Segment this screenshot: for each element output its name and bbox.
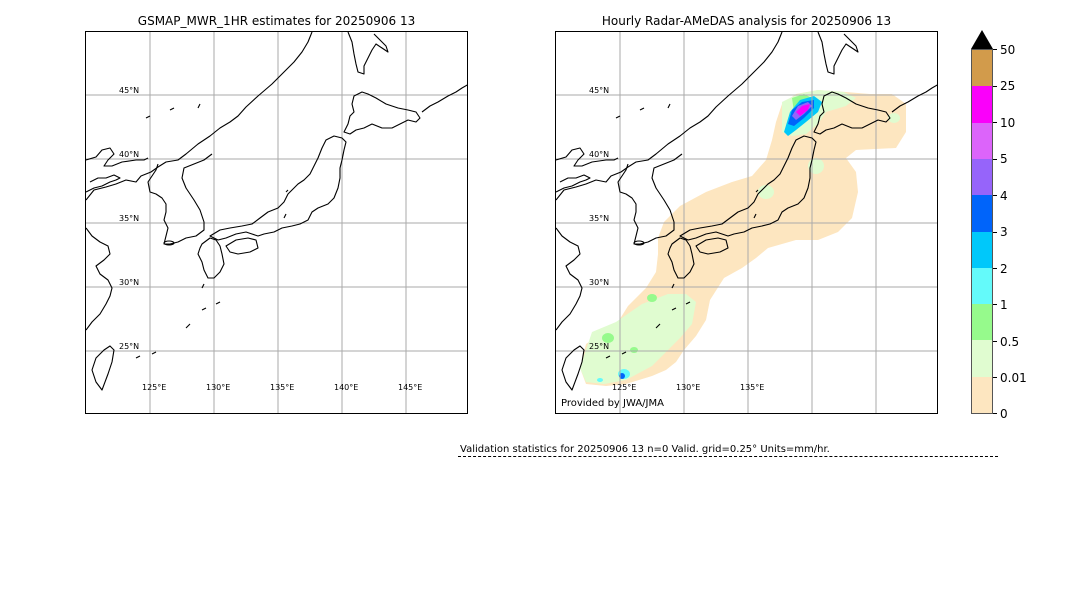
lon-label-125: 125°E <box>142 383 167 392</box>
coastlines <box>86 32 467 391</box>
left-map-title: GSMAP_MWR_1HR estimates for 20250906 13 <box>137 14 416 28</box>
colorbar-seg-6 <box>972 158 992 196</box>
colorbar-tick <box>993 341 997 342</box>
colorbar-label-0.5: 0.5 <box>1000 335 1020 349</box>
colorbar-label-5: 5 <box>1000 152 1008 166</box>
colorbar-seg-8 <box>972 86 992 123</box>
lon-label-130: 130°E <box>206 383 231 392</box>
coastlines <box>556 32 937 391</box>
lon-label-135: 135°E <box>740 383 765 392</box>
colorbar-label-10: 10 <box>1000 116 1016 130</box>
colorbar-tick <box>993 304 997 305</box>
validation-statistics: Validation statistics for 20250906 13 n=… <box>458 444 998 457</box>
colorbar-tick <box>993 413 997 414</box>
lon-label-130: 130°E <box>676 383 701 392</box>
lat-label-30: 30°N <box>119 278 140 287</box>
colorbar-tick <box>993 122 997 123</box>
colorbar-label-2: 2 <box>1000 262 1008 276</box>
lon-label-140: 140°E <box>334 383 359 392</box>
colorbar-tick <box>993 49 997 50</box>
colorbar-tick <box>993 86 997 87</box>
colorbar-tick <box>993 377 997 378</box>
right-map-panel: 45°N 40°N 35°N 30°N 25°N 125°E 130°E 135… <box>555 31 938 414</box>
colorbar-label-4: 4 <box>1000 189 1008 203</box>
lon-label-135: 135°E <box>270 383 295 392</box>
colorbar-seg-5 <box>972 195 992 232</box>
colorbar-label-0: 0 <box>1000 407 1008 421</box>
lat-label-25: 25°N <box>119 342 140 351</box>
gridlines <box>86 32 467 413</box>
left-map-canvas <box>86 32 467 413</box>
colorbar-seg-9 <box>972 50 992 87</box>
lat-label-30: 30°N <box>589 278 610 287</box>
lon-label-125: 125°E <box>612 383 637 392</box>
colorbar-extend-arrow <box>971 30 993 49</box>
colorbar-label-3: 3 <box>1000 225 1008 239</box>
right-map-canvas <box>556 32 937 413</box>
lat-label-35: 35°N <box>589 214 610 223</box>
gridlines <box>556 32 937 413</box>
lat-label-40: 40°N <box>589 150 610 159</box>
colorbar-tick <box>993 159 997 160</box>
data-credit: Provided by JWA/JMA <box>561 398 664 409</box>
lat-label-45: 45°N <box>119 86 140 95</box>
lon-label-145: 145°E <box>398 383 423 392</box>
colorbar-seg-7 <box>972 122 992 159</box>
right-map-title: Hourly Radar-AMeDAS analysis for 2025090… <box>601 14 892 28</box>
colorbar <box>971 49 993 414</box>
colorbar-label-25: 25 <box>1000 79 1016 93</box>
colorbar-tick <box>993 195 997 196</box>
colorbar-seg-1 <box>972 340 992 377</box>
colorbar-label-0.01: 0.01 <box>1000 371 1027 385</box>
left-map-panel: 45°N 40°N 35°N 30°N 25°N 125°E 130°E 135… <box>85 31 468 414</box>
lat-label-25: 25°N <box>589 342 610 351</box>
colorbar-tick <box>993 232 997 233</box>
colorbar-seg-2 <box>972 304 992 341</box>
lat-label-35: 35°N <box>119 214 140 223</box>
colorbar-label-1: 1 <box>1000 298 1008 312</box>
colorbar-seg-0 <box>972 376 992 413</box>
colorbar-tick <box>993 268 997 269</box>
colorbar-seg-4 <box>972 231 992 268</box>
lat-label-45: 45°N <box>589 86 610 95</box>
colorbar-seg-3 <box>972 267 992 305</box>
lat-label-40: 40°N <box>119 150 140 159</box>
colorbar-label-50: 50 <box>1000 43 1016 57</box>
